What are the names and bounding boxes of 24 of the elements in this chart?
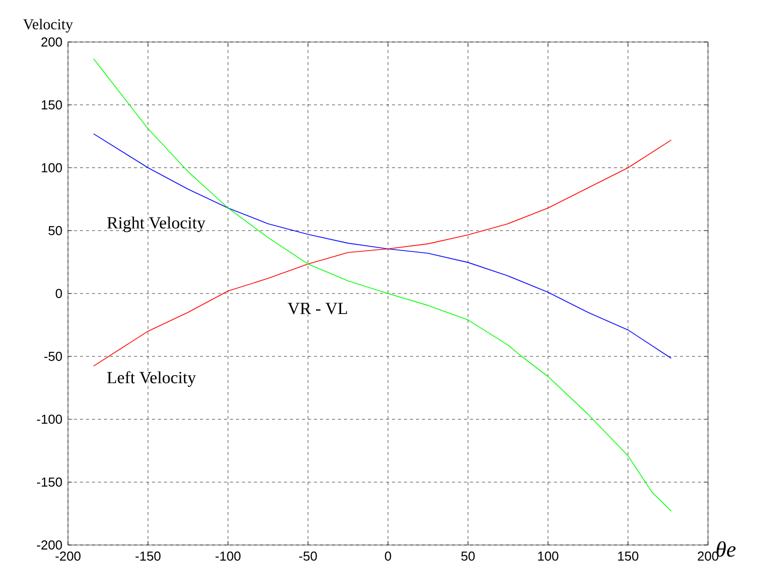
x-tick-label: 0 [384,552,392,561]
x-tick-label: -200 [56,552,81,561]
y-tick-label: 200 [41,37,62,47]
y-tick-label: 150 [42,100,62,110]
y-tick-label: -200 [37,540,62,550]
y-tick-label: -100 [37,414,62,424]
x-axis-title: θe [716,541,736,557]
x-tick-label: -50 [299,552,317,561]
x-tick-label: 150 [618,552,638,561]
y-tick-label: 0 [56,288,62,298]
line-series [93,58,672,512]
x-tick-label: 50 [461,552,475,561]
y-tick-label: -150 [37,478,62,487]
x-tick-label: 200 [698,552,718,561]
y-tick-label: 100 [42,163,62,172]
series-label: Left Velocity [107,371,196,387]
x-tick-label: -100 [216,552,241,561]
x-tick-label: 100 [538,552,558,561]
x-tick-label: -150 [136,552,161,561]
y-tick-label: -50 [44,352,62,361]
y-tick-label: 50 [48,226,62,236]
series-label: VR - VL [288,302,347,314]
series-label: Right Velocity [107,216,206,232]
y-axis-title: Velocity [23,18,73,32]
